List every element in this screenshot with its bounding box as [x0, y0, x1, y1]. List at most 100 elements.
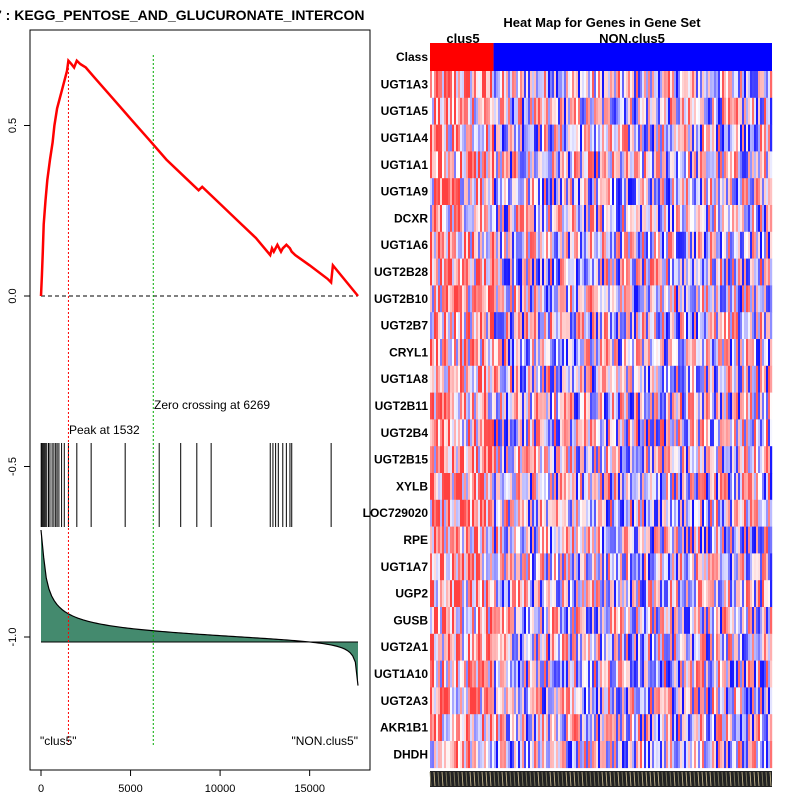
heatmap-cell [720, 365, 723, 393]
heatmap-cell [548, 607, 551, 635]
heatmap-cell [610, 151, 613, 179]
heatmap-cell [708, 714, 711, 742]
heatmap-cell [694, 446, 697, 474]
heatmap-cell [558, 205, 561, 233]
running-es-curve [39, 57, 359, 297]
heatmap-cell [596, 392, 599, 420]
heatmap-cell [652, 419, 655, 447]
heatmap-cell [638, 339, 641, 367]
heatmap-cell [502, 124, 505, 152]
heatmap-cell [752, 178, 755, 206]
heatmap-cell [630, 741, 633, 769]
heatmap-cell [686, 473, 689, 501]
heatmap-cell [470, 607, 473, 635]
heatmap-cell [698, 312, 701, 340]
heatmap-cell [754, 633, 757, 661]
heatmap-cell [600, 231, 603, 259]
heatmap-cell [496, 205, 499, 233]
heatmap-cell [586, 473, 589, 501]
sample-tick [525, 771, 528, 787]
heatmap-cell [706, 392, 709, 420]
heatmap-cell [738, 231, 741, 259]
heatmap-cell [592, 392, 595, 420]
heatmap-cell [648, 151, 651, 179]
heatmap-cell [562, 258, 565, 286]
heatmap-cell [682, 660, 685, 688]
heatmap-cell [726, 687, 729, 715]
heatmap-cell [626, 97, 629, 125]
heatmap-cell [488, 124, 491, 152]
heatmap-cell [566, 526, 569, 554]
heatmap-cell [672, 714, 675, 742]
heatmap-cell [610, 687, 613, 715]
heatmap-cell [446, 285, 449, 313]
heatmap-cell [756, 553, 759, 581]
heatmap-cell [502, 607, 505, 635]
heatmap-cell [446, 499, 449, 527]
heatmap-cell [460, 124, 463, 152]
heatmap-cell [528, 392, 531, 420]
heatmap-cell [602, 419, 605, 447]
heatmap-cell [486, 339, 489, 367]
heatmap-cell [676, 687, 679, 715]
heatmap-cell [578, 205, 581, 233]
heatmap-cell [470, 580, 473, 608]
class-right-label: "NON.clus5" [291, 734, 358, 748]
heatmap-cell [486, 473, 489, 501]
heatmap-cell [472, 633, 475, 661]
heatmap-cell [494, 580, 497, 608]
heatmap-cell [706, 258, 709, 286]
heatmap-cell [702, 499, 705, 527]
heatmap-cell [580, 285, 583, 313]
heatmap-cell [468, 205, 471, 233]
heatmap-cell [664, 339, 667, 367]
heatmap-cell [694, 258, 697, 286]
heatmap-cell [718, 553, 721, 581]
zero-crossing-label: Zero crossing at 6269 [154, 398, 270, 412]
heatmap-cell [470, 178, 473, 206]
heatmap-cell [700, 607, 703, 635]
heatmap-cell [560, 499, 563, 527]
heatmap-cell [664, 660, 667, 688]
heatmap-cell [620, 312, 623, 340]
heatmap-cell [756, 580, 759, 608]
heatmap-cell [726, 741, 729, 769]
sample-tick [733, 771, 736, 787]
heatmap-cell [630, 714, 633, 742]
heatmap-cell [516, 339, 519, 367]
heatmap-cell [432, 553, 435, 581]
heatmap-cell [646, 553, 649, 581]
heatmap-cell [618, 633, 621, 661]
heatmap-cell [562, 71, 565, 99]
heatmap-cell [472, 97, 475, 125]
heatmap-cell [714, 97, 717, 125]
heatmap-cell [512, 580, 515, 608]
heatmap-cell [768, 741, 771, 769]
heatmap-cell [744, 580, 747, 608]
heatmap-cell [534, 178, 537, 206]
heatmap-cell [750, 178, 753, 206]
heatmap-cell [744, 687, 747, 715]
heatmap-cell [760, 580, 763, 608]
heatmap-cell [702, 714, 705, 742]
heatmap-cell [674, 365, 677, 393]
heatmap-cell [594, 607, 597, 635]
heatmap-cell [508, 124, 511, 152]
heatmap-cell [582, 741, 585, 769]
heatmap-cell [544, 473, 547, 501]
heatmap-cell [434, 526, 437, 554]
heatmap-cell [656, 687, 659, 715]
heatmap-cell [566, 660, 569, 688]
heatmap-cell [680, 446, 683, 474]
heatmap-cell [430, 205, 433, 233]
heatmap-cell [462, 499, 465, 527]
heatmap-cell [488, 258, 491, 286]
heatmap-cell [764, 633, 767, 661]
heatmap-cell [596, 178, 599, 206]
heatmap-cell [572, 499, 575, 527]
heatmap-cell [702, 285, 705, 313]
heatmap-cell [518, 365, 521, 393]
heatmap-cell [652, 660, 655, 688]
heatmap-cell [474, 392, 477, 420]
heatmap-cell [478, 205, 481, 233]
